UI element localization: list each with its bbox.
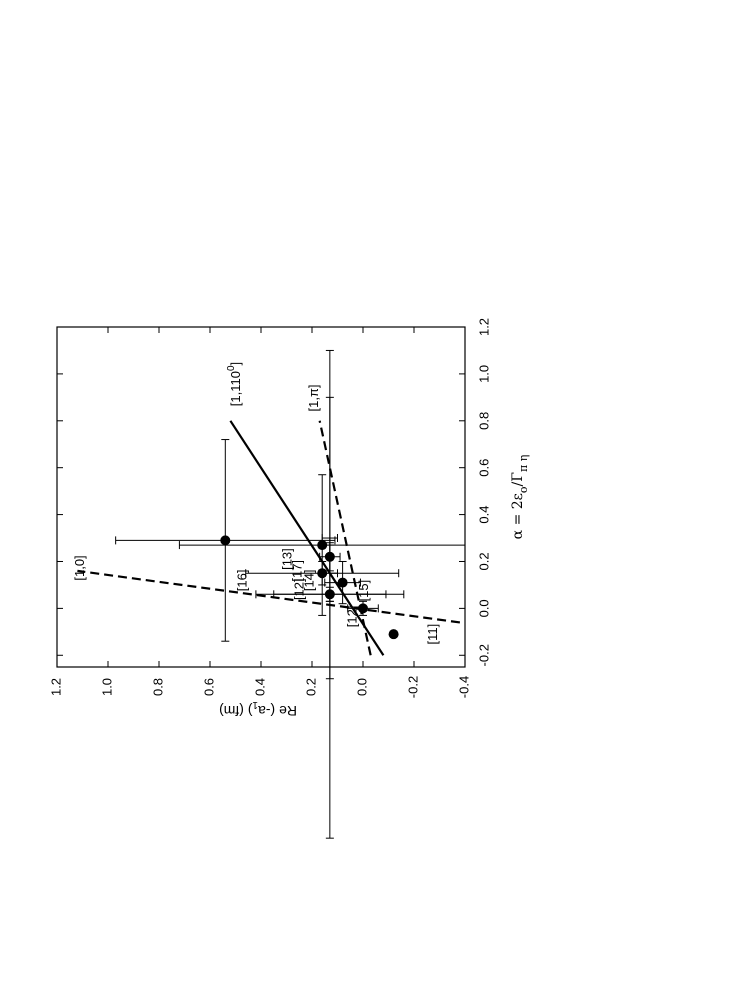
y-tick-label-group: -0.2 xyxy=(405,676,420,698)
svg-text:Re (-a1) (fm): Re (-a1) (fm) xyxy=(219,699,297,719)
y-tick-label-group: 0.8 xyxy=(150,678,165,696)
reference-label: [12] xyxy=(292,578,307,600)
reference-label: [16] xyxy=(235,570,250,592)
x-tick-label-group: 0.6 xyxy=(476,459,491,477)
y-axis-title: Re (-a1) (fm) xyxy=(219,699,297,719)
x-tick-label-group: 1.0 xyxy=(476,365,491,383)
svg-text:[1,1100]: [1,1100] xyxy=(226,362,243,406)
x-axis-title-sub: o xyxy=(517,486,530,493)
line-label-110: [1,1100] xyxy=(226,362,243,406)
reference-label: [14] xyxy=(301,569,316,591)
reference-label-group: [13] xyxy=(280,548,295,570)
x-tick-label-group: 0.8 xyxy=(476,412,491,430)
x-tick-label-group: 1.2 xyxy=(476,318,491,336)
data-point xyxy=(358,603,368,614)
model-line xyxy=(229,420,385,656)
reference-labels: [11][12][14] [15][12][17][13][16] xyxy=(235,548,440,644)
reference-label: [17] xyxy=(289,560,304,582)
x-axis-title: α = 2εo/Γπ η xyxy=(510,455,530,540)
line-label-pi-text: [1,π] xyxy=(306,384,321,411)
y-tick-label-group: 1.2 xyxy=(48,678,63,696)
y-axis-title-rest: ) (fm) xyxy=(219,703,252,719)
reference-label-group: [15] xyxy=(356,580,371,602)
x-tick-label: 0.0 xyxy=(476,599,491,617)
x-tick-label: 1.0 xyxy=(476,365,491,383)
x-tick-label: 0.6 xyxy=(476,459,491,477)
x-tick-label: 1.2 xyxy=(476,318,491,336)
model-lines xyxy=(77,420,461,656)
data-point xyxy=(324,551,335,562)
reference-label: [11] xyxy=(425,624,440,645)
data-point xyxy=(220,535,231,546)
plot-frame xyxy=(56,326,466,668)
svg-text:α = 2εo/Γπ η: α = 2εo/Γπ η xyxy=(510,455,530,540)
data-point xyxy=(317,568,328,579)
x-tick-label: 0.4 xyxy=(476,506,491,524)
x-tick-label-group: 0.2 xyxy=(476,552,491,570)
y-tick-label: -0.4 xyxy=(456,676,471,698)
y-tick-label: 0.8 xyxy=(150,678,165,696)
y-tick-label: 0.4 xyxy=(252,678,267,696)
y-tick-label-group: 0.4 xyxy=(252,678,267,696)
model-line xyxy=(77,569,461,624)
reference-label-group: [16] xyxy=(235,570,250,592)
line-label-110-sup: 0 xyxy=(226,365,237,371)
data-point xyxy=(324,589,335,600)
reference-label: [15] xyxy=(356,580,371,602)
y-axis-title-sub: 1 xyxy=(252,699,258,710)
x-axis-title-main: α = 2ε xyxy=(510,493,526,539)
x-axis-title-rest: /Γ xyxy=(510,472,526,487)
reference-label-group: [17] xyxy=(289,560,304,582)
data-point xyxy=(317,540,328,551)
y-tick-label: 0.0 xyxy=(354,678,369,696)
y-tick-label: 0.6 xyxy=(201,678,216,696)
x-axis-title-sub2: π η xyxy=(517,455,530,472)
reference-label-group: [14] xyxy=(301,569,316,591)
x-tick-label: -0.2 xyxy=(476,644,491,666)
y-tick-label-group: 0.6 xyxy=(201,678,216,696)
reference-label-group: [12] xyxy=(344,606,359,628)
axis-ticks xyxy=(56,326,466,667)
line-label-110-main: [1,110 xyxy=(228,371,243,406)
y-tick-label: -0.2 xyxy=(405,676,420,698)
model-line xyxy=(318,420,372,656)
x-tick-label-group: 0.4 xyxy=(476,506,491,524)
reference-label-group: [12] xyxy=(292,578,307,600)
axis-tick-labels: -0.2 0.0 0.2 0.4 0.6 0.8 1.0 1.2 -0.4 -0.2 0.0 0.2 0… xyxy=(48,318,491,698)
y-tick-label-group: 0.0 xyxy=(354,678,369,696)
data-points xyxy=(220,535,399,640)
error-bars xyxy=(115,349,466,839)
x-tick-label: 0.8 xyxy=(476,412,491,430)
reference-label: [12] xyxy=(344,606,359,628)
y-tick-label-group: 0.2 xyxy=(303,678,318,696)
y-tick-label-group: -0.4 xyxy=(456,676,471,698)
line-label-0: [1,0] xyxy=(72,555,87,580)
y-tick-label: 1.2 xyxy=(48,678,63,696)
y-tick-label: 0.2 xyxy=(303,678,318,696)
line-label-pi: [1,π] xyxy=(306,384,321,411)
x-tick-label: 0.2 xyxy=(476,552,491,570)
data-point xyxy=(388,629,399,640)
reference-label-group: [11] xyxy=(425,624,440,645)
line-label-0-text: [1,0] xyxy=(72,555,87,580)
x-tick-label-group: -0.2 xyxy=(476,644,491,666)
x-tick-label-group: 0.0 xyxy=(476,599,491,617)
y-tick-label: 1.0 xyxy=(99,678,114,696)
reference-label: [13] xyxy=(280,548,295,570)
y-tick-label-group: 1.0 xyxy=(99,678,114,696)
data-point xyxy=(337,577,348,588)
y-axis-title-main: Re (-a xyxy=(258,703,297,719)
